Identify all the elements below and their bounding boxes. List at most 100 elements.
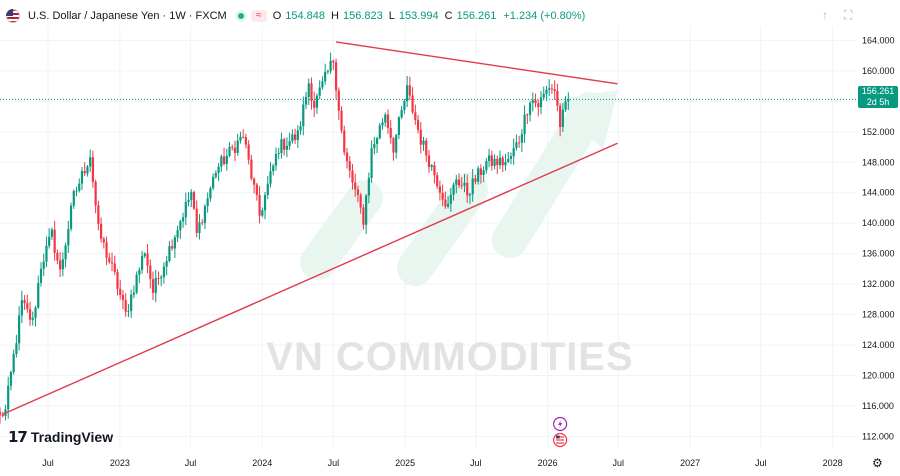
candle[interactable] (343, 125, 346, 156)
candle[interactable] (61, 252, 64, 277)
candle[interactable] (373, 136, 376, 155)
candle[interactable] (261, 207, 264, 218)
candle[interactable] (542, 86, 545, 101)
candle[interactable] (143, 252, 146, 259)
candle[interactable] (15, 334, 18, 358)
candle[interactable] (356, 185, 360, 203)
candle[interactable] (381, 118, 384, 130)
candle[interactable] (537, 99, 540, 117)
candle[interactable] (239, 131, 242, 144)
candle[interactable] (293, 128, 297, 144)
candle[interactable] (389, 120, 392, 144)
candle[interactable] (50, 227, 54, 240)
candle[interactable] (132, 285, 135, 299)
trendline-resistance[interactable] (335, 41, 618, 85)
candle[interactable] (23, 295, 26, 310)
candle[interactable] (277, 148, 280, 160)
candle[interactable] (455, 174, 458, 194)
candle[interactable] (203, 204, 207, 230)
lightning-icon[interactable] (553, 416, 568, 432)
candle[interactable] (263, 191, 267, 220)
candle[interactable] (460, 177, 463, 190)
candle[interactable] (225, 148, 228, 171)
candle[interactable] (86, 165, 89, 177)
candle[interactable] (400, 105, 403, 120)
candle[interactable] (416, 115, 420, 134)
candle[interactable] (198, 214, 201, 240)
candle[interactable] (433, 161, 436, 184)
candle[interactable] (441, 184, 444, 207)
candle[interactable] (39, 262, 43, 287)
candle[interactable] (20, 290, 23, 324)
candle[interactable] (157, 271, 160, 286)
candle[interactable] (315, 93, 319, 114)
candle[interactable] (127, 304, 130, 318)
candle[interactable] (564, 95, 567, 112)
candle[interactable] (116, 269, 119, 296)
candle[interactable] (403, 98, 406, 114)
candle[interactable] (179, 219, 182, 240)
candle[interactable] (160, 274, 163, 287)
fullscreen-icon[interactable]: ⛶ (844, 8, 853, 22)
candle[interactable] (214, 170, 217, 179)
us-flag-event-icon[interactable] (553, 432, 568, 448)
candle[interactable] (253, 177, 256, 194)
candle[interactable] (474, 174, 477, 185)
candle[interactable] (285, 137, 288, 158)
candle[interactable] (501, 155, 504, 173)
candle[interactable] (0, 407, 2, 424)
candle[interactable] (266, 175, 269, 200)
candle[interactable] (559, 103, 562, 137)
candle[interactable] (318, 80, 321, 100)
candle[interactable] (534, 93, 537, 108)
candle[interactable] (195, 200, 198, 238)
candle[interactable] (466, 174, 469, 203)
candle[interactable] (247, 140, 250, 165)
candle[interactable] (507, 151, 510, 164)
candle[interactable] (89, 149, 92, 172)
candle[interactable] (236, 133, 239, 156)
candle[interactable] (258, 186, 261, 224)
candle[interactable] (430, 163, 433, 171)
candle[interactable] (99, 217, 103, 243)
candle[interactable] (119, 279, 122, 300)
candle[interactable] (444, 191, 447, 209)
candle[interactable] (329, 52, 332, 74)
candle[interactable] (468, 192, 472, 205)
candle[interactable] (138, 267, 141, 284)
candle[interactable] (9, 370, 13, 391)
candle[interactable] (64, 242, 67, 268)
candle[interactable] (512, 138, 515, 165)
candle[interactable] (332, 59, 335, 70)
candle[interactable] (280, 132, 283, 159)
candle[interactable] (201, 219, 204, 226)
candle[interactable] (496, 155, 499, 175)
arrow-up-icon[interactable]: ↑ (822, 8, 828, 22)
candle[interactable] (31, 311, 34, 326)
candle[interactable] (326, 69, 329, 75)
candle[interactable] (548, 79, 551, 97)
candle[interactable] (34, 305, 37, 327)
approx-data-icon[interactable]: ≈ (250, 10, 267, 22)
candles-layer[interactable] (0, 52, 570, 424)
candle[interactable] (367, 172, 370, 204)
candle[interactable] (291, 129, 294, 144)
candle[interactable] (206, 192, 209, 213)
candle[interactable] (274, 147, 278, 171)
candle[interactable] (231, 144, 234, 151)
candle[interactable] (187, 192, 190, 207)
trendlines-layer[interactable] (0, 41, 856, 415)
candle[interactable] (487, 149, 491, 168)
candle[interactable] (162, 262, 166, 284)
candle[interactable] (67, 220, 70, 253)
candle[interactable] (102, 236, 105, 249)
candle[interactable] (28, 301, 32, 326)
candle[interactable] (354, 173, 357, 197)
candle[interactable] (255, 182, 258, 201)
candle[interactable] (283, 137, 286, 156)
candle[interactable] (105, 236, 108, 266)
events-layer[interactable] (553, 416, 568, 448)
candle[interactable] (56, 249, 59, 265)
candle[interactable] (485, 158, 488, 174)
